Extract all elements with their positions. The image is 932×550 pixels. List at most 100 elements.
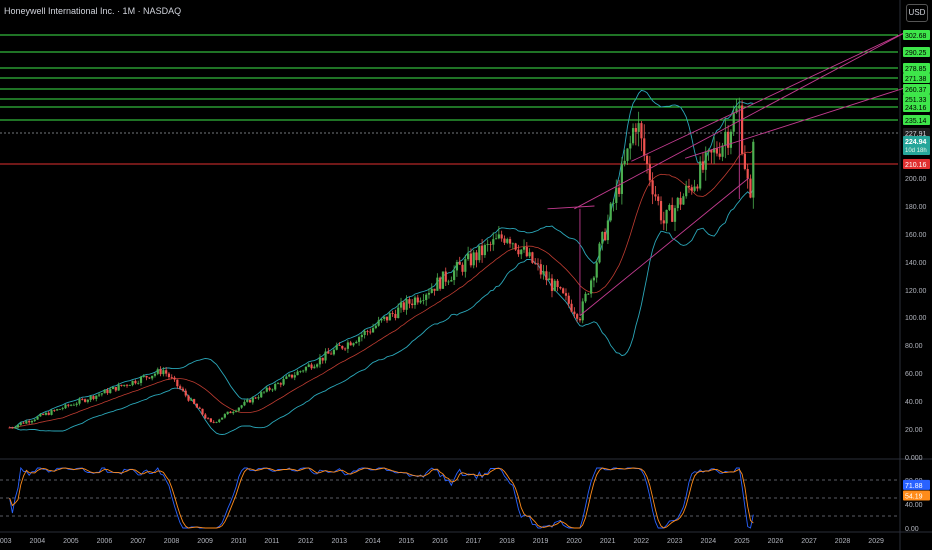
candle-body (313, 366, 316, 369)
candle-body (206, 418, 210, 420)
candle-body (469, 253, 473, 266)
candle-body (190, 399, 193, 401)
level-price-label: 278.85 (905, 66, 927, 73)
candle-body (187, 395, 190, 401)
stoch-k-value: 71.88 (905, 483, 923, 490)
candle-body (595, 262, 598, 278)
candle-body (327, 351, 330, 354)
candle-body (148, 377, 151, 379)
level-price-label-tag (903, 30, 930, 40)
time-tick-label: 2023 (667, 538, 683, 545)
candle-body (246, 399, 249, 402)
currency-button[interactable]: USD (906, 4, 928, 22)
candle-body (517, 249, 520, 255)
candle-body (573, 311, 576, 315)
level-price-label-tag (903, 115, 930, 125)
candle-body (413, 297, 417, 306)
candle-body (355, 341, 358, 344)
candle-body (114, 387, 117, 391)
candle-body (78, 399, 81, 404)
candle-body (388, 313, 391, 321)
candle-body (520, 249, 523, 255)
candle-body (601, 231, 604, 244)
candle-body (749, 178, 752, 198)
candle-body (651, 180, 654, 195)
time-tick-label: 2006 (97, 538, 113, 545)
candle-body (103, 389, 106, 394)
candle-body (620, 164, 623, 194)
trend-line (684, 86, 907, 159)
time-tick-label: 2009 (197, 538, 213, 545)
candles (8, 97, 755, 429)
candle-body (640, 123, 643, 139)
level-price-label: 251.33 (905, 97, 927, 104)
time-tick-label: 2024 (701, 538, 717, 545)
candle-body (70, 404, 73, 406)
candle-body (198, 407, 201, 409)
candle-body (536, 263, 540, 265)
candle-body (665, 209, 668, 224)
candle-body (137, 382, 140, 384)
candle-body (97, 394, 101, 396)
candle-body (380, 318, 383, 321)
candle-body (673, 208, 677, 222)
candle-body (176, 379, 179, 387)
time-tick-label: 2007 (130, 538, 146, 545)
candle-body (587, 293, 590, 295)
candle-body (22, 422, 25, 424)
stoch-tick-label: 40.00 (905, 502, 923, 509)
candle-body (170, 377, 173, 378)
price-tick-label: 100.00 (905, 315, 927, 322)
candle-body (226, 411, 229, 415)
candle-body (293, 375, 296, 378)
candle-body (201, 408, 204, 415)
candle-body (173, 377, 176, 380)
stoch-tick-label: 0.00 (905, 526, 919, 533)
candle-body (710, 149, 713, 153)
candle-body (679, 197, 682, 205)
candle-body (307, 364, 310, 367)
bollinger-bands (9, 89, 754, 435)
candle-body (352, 343, 355, 346)
candle-body (181, 388, 185, 391)
time-tick-label: 2014 (365, 538, 381, 545)
candle-body (324, 351, 327, 361)
time-tick-label: 2018 (499, 538, 515, 545)
candle-body (251, 397, 254, 403)
candle-body (14, 427, 17, 429)
candle-body (478, 245, 481, 261)
candle-body (117, 384, 120, 391)
level-price-label: 302.68 (905, 33, 927, 40)
candle-body (648, 164, 651, 181)
candle-body (218, 419, 221, 422)
candle-body (33, 419, 36, 421)
candle-body (503, 238, 506, 243)
candle-body (699, 161, 702, 189)
candle-body (402, 302, 405, 310)
candle-body (713, 148, 716, 153)
candle-body (369, 331, 372, 333)
candle-body (696, 186, 699, 189)
price-tick-label: 60.00 (905, 371, 923, 378)
candle-body (321, 357, 324, 361)
candle-body (419, 300, 422, 303)
wedge-lines (547, 31, 907, 316)
candle-body (125, 384, 129, 386)
time-tick-label: 2021 (600, 538, 616, 545)
candle-body (100, 393, 103, 395)
time-tick-label: 2022 (633, 538, 649, 545)
candle-body (131, 380, 134, 386)
candle-body (184, 390, 187, 396)
candle-body (676, 197, 679, 209)
bb-upper-line (9, 89, 754, 429)
candle-body (58, 409, 62, 410)
candle-body (271, 389, 274, 391)
candle-body (439, 277, 442, 289)
trend-line (547, 205, 595, 210)
candle-body (67, 404, 70, 406)
candle-body (391, 313, 394, 314)
candle-body (422, 299, 425, 301)
candle-body (430, 288, 433, 293)
candle-body (265, 387, 268, 392)
